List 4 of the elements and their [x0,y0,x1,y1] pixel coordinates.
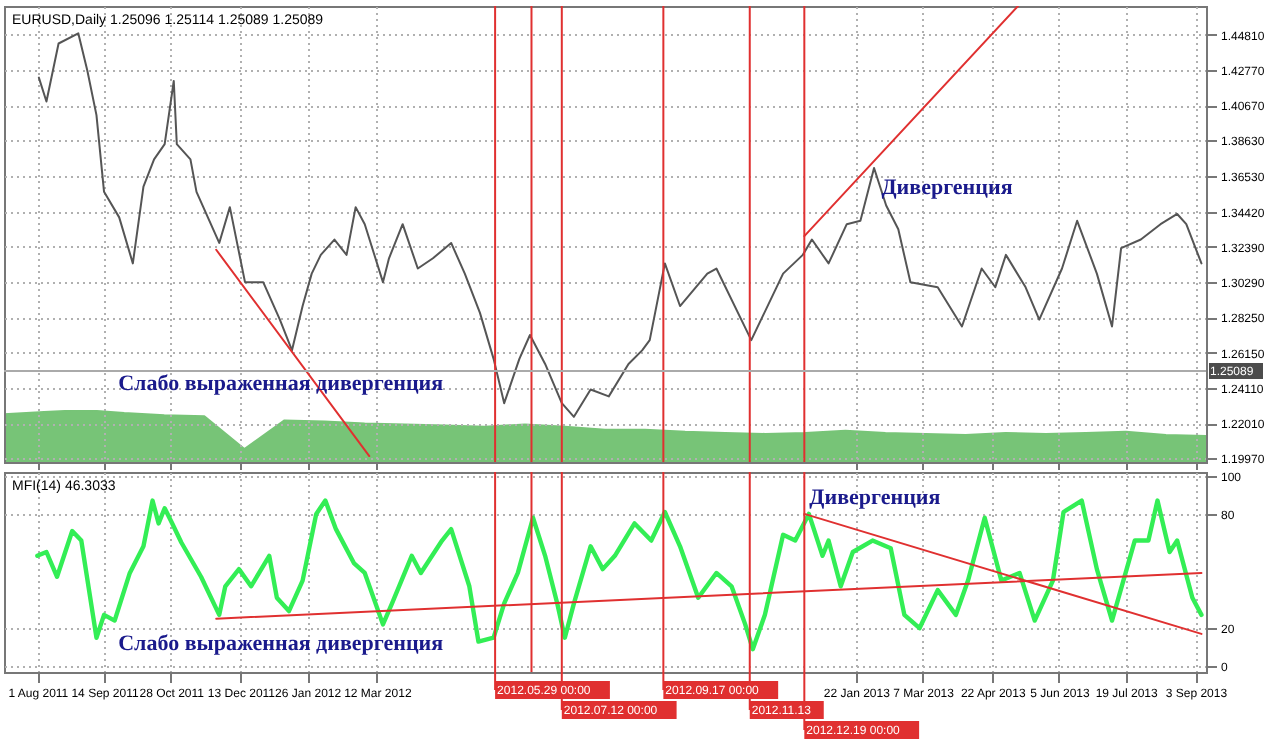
annotation: Дивергенция [809,486,941,510]
annotation: Дивергенция [881,176,1013,201]
annotation: Слабо выраженная дивергенция [118,632,444,656]
annotation: Слабо выраженная дивергенция [118,372,444,397]
